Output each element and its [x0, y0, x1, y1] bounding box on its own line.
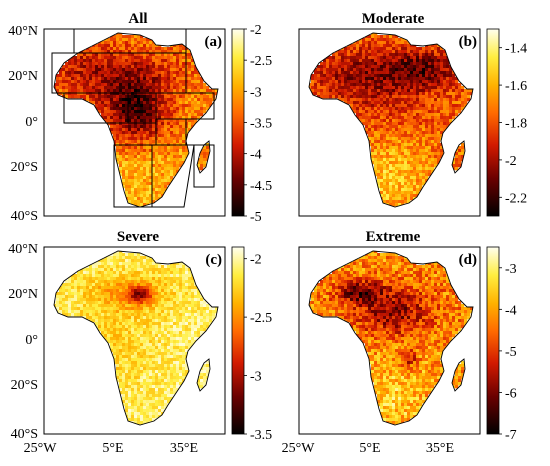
- panel-moderate: Moderate (b) -1.4 -1.6 -1.8 -2 -2.2: [299, 11, 527, 216]
- lat-label: 40°S: [11, 427, 38, 442]
- colorbar-tick-label: -4: [250, 148, 262, 163]
- panel-title: Severe: [117, 229, 160, 245]
- colorbar-gradient: [232, 29, 244, 216]
- colorbar-tick-label: -2.5: [250, 54, 272, 69]
- lon-label: 35°E: [426, 441, 454, 456]
- panel-severe: Severe (c) 40°N 20°N 0° 20°S 40°S 25°W 5…: [8, 229, 272, 456]
- colorbar-tick-label: -2.5: [250, 311, 272, 326]
- colorbar-tick-label: -7: [505, 428, 517, 443]
- colorbar: -2 -2.5 -3 -3.5: [232, 247, 272, 443]
- lat-label: 40°S: [11, 209, 38, 224]
- colorbar-tick-label: -3: [250, 370, 262, 385]
- lat-label: 20°S: [11, 160, 38, 175]
- panel-label: (a): [205, 34, 223, 50]
- lat-label: 40°N: [8, 242, 38, 257]
- colorbar-tick-label: -5: [250, 210, 262, 225]
- lat-label: 40°N: [8, 24, 38, 39]
- longitude-labels: 25°W 5°E 35°E: [282, 441, 454, 456]
- heatmap-cells: [53, 250, 218, 424]
- colorbar-tick-label: -5: [505, 345, 517, 360]
- colorbar-gradient: [232, 247, 244, 434]
- lon-label: 25°W: [24, 441, 58, 456]
- panel-label: (c): [205, 252, 222, 268]
- lon-label: 5°E: [102, 441, 123, 456]
- panel-title: All: [128, 11, 147, 27]
- panel-title: Moderate: [362, 11, 425, 27]
- panel-extreme: Extreme (d) 25°W 5°E 35°E -3 -4 -5 -6 -7: [282, 229, 517, 456]
- colorbar-tick-label: -1.8: [505, 117, 527, 132]
- colorbar-tick-label: -3.5: [250, 117, 272, 132]
- heatmap-africa: [308, 32, 473, 207]
- lat-label: 0°: [25, 333, 38, 348]
- panel-label: (b): [459, 34, 477, 50]
- colorbar-tick-label: -4: [505, 303, 517, 318]
- colorbar-tick-label: -4.5: [250, 179, 272, 194]
- heatmap-africa: [53, 250, 218, 425]
- colorbar-gradient: [487, 29, 499, 216]
- colorbar-tick-label: -3: [250, 85, 262, 100]
- longitude-labels: 25°W 5°E 35°E: [24, 441, 198, 456]
- heatmap-africa: [308, 250, 473, 425]
- colorbar-tick-label: -2.2: [505, 191, 527, 206]
- colorbar-tick-label: -2: [250, 23, 262, 38]
- panel-title: Extreme: [366, 229, 421, 245]
- lon-label: 5°E: [359, 441, 380, 456]
- lat-label: 20°S: [11, 378, 38, 393]
- latitude-labels: 40°N 20°N 0° 20°S 40°S: [8, 24, 38, 224]
- colorbar: -1.4 -1.6 -1.8 -2 -2.2: [487, 29, 527, 216]
- lat-label: 0°: [25, 115, 38, 130]
- latitude-labels: 40°N 20°N 0° 20°S 40°S: [8, 242, 38, 442]
- colorbar-tick-label: -3.5: [250, 428, 272, 443]
- colorbar-tick-label: -1.4: [505, 42, 527, 57]
- colorbar-tick-label: -3: [505, 262, 517, 277]
- colorbar-tick-label: -2: [250, 253, 262, 268]
- lat-label: 20°N: [8, 69, 38, 84]
- lat-label: 20°N: [8, 287, 38, 302]
- lon-label: 35°E: [170, 441, 198, 456]
- panel-label: (d): [459, 252, 477, 268]
- panel-all: All (a) 40°N 20°N 0° 20°S 40°S -2-2.5-3-…: [8, 11, 272, 225]
- heatmap-cells: [308, 32, 473, 206]
- colorbar: -3 -4 -5 -6 -7: [487, 247, 517, 443]
- lon-label: 25°W: [282, 441, 316, 456]
- colorbar: -2 -2.5 -3 -3.5 -4 -4.5 -5: [232, 23, 272, 225]
- colorbar-tick-label: -1.6: [505, 79, 527, 94]
- colorbar-gradient: [487, 247, 499, 434]
- colorbar-tick-label: -2: [505, 154, 517, 169]
- colorbar-tick-label: -6: [505, 386, 517, 401]
- heatmap-cells: [308, 250, 473, 424]
